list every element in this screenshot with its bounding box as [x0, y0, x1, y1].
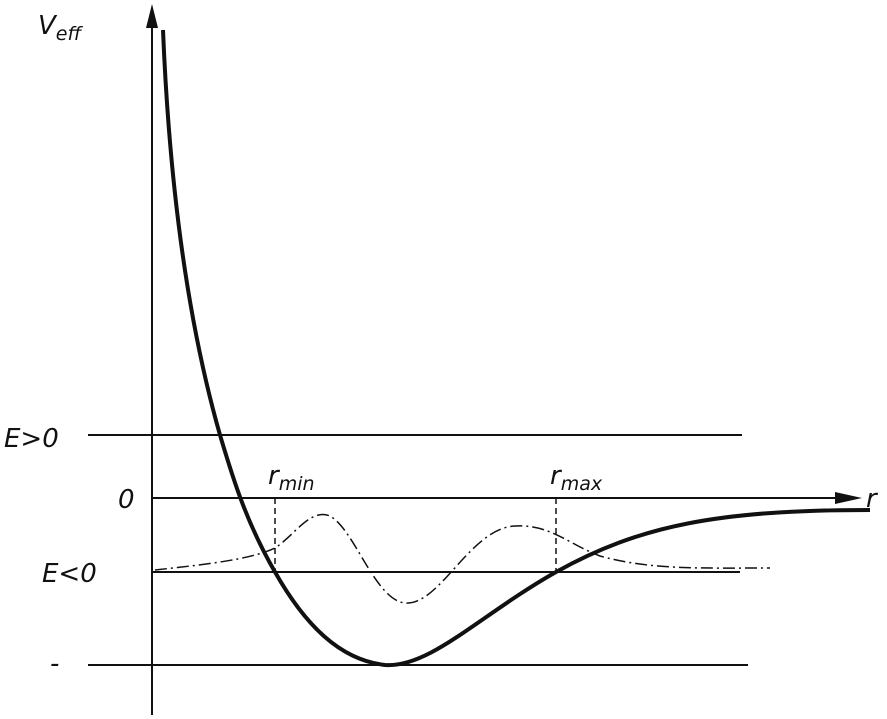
y-axis-label: Veff: [38, 11, 83, 45]
level-negative-label: E<0: [42, 559, 97, 589]
effective-potential: [161, 29, 871, 668]
rmin-label: rmin: [268, 461, 315, 495]
x-axis-label: r: [866, 484, 879, 514]
level-zero-label: 0: [118, 485, 135, 515]
x-arrow: [835, 492, 862, 504]
y-arrow: [146, 4, 158, 28]
level-minimum-label: -: [50, 649, 59, 679]
level-positive-label: E>0: [4, 424, 59, 454]
rmax-label: rmax: [550, 461, 603, 495]
wavefunction: [154, 513, 771, 604]
